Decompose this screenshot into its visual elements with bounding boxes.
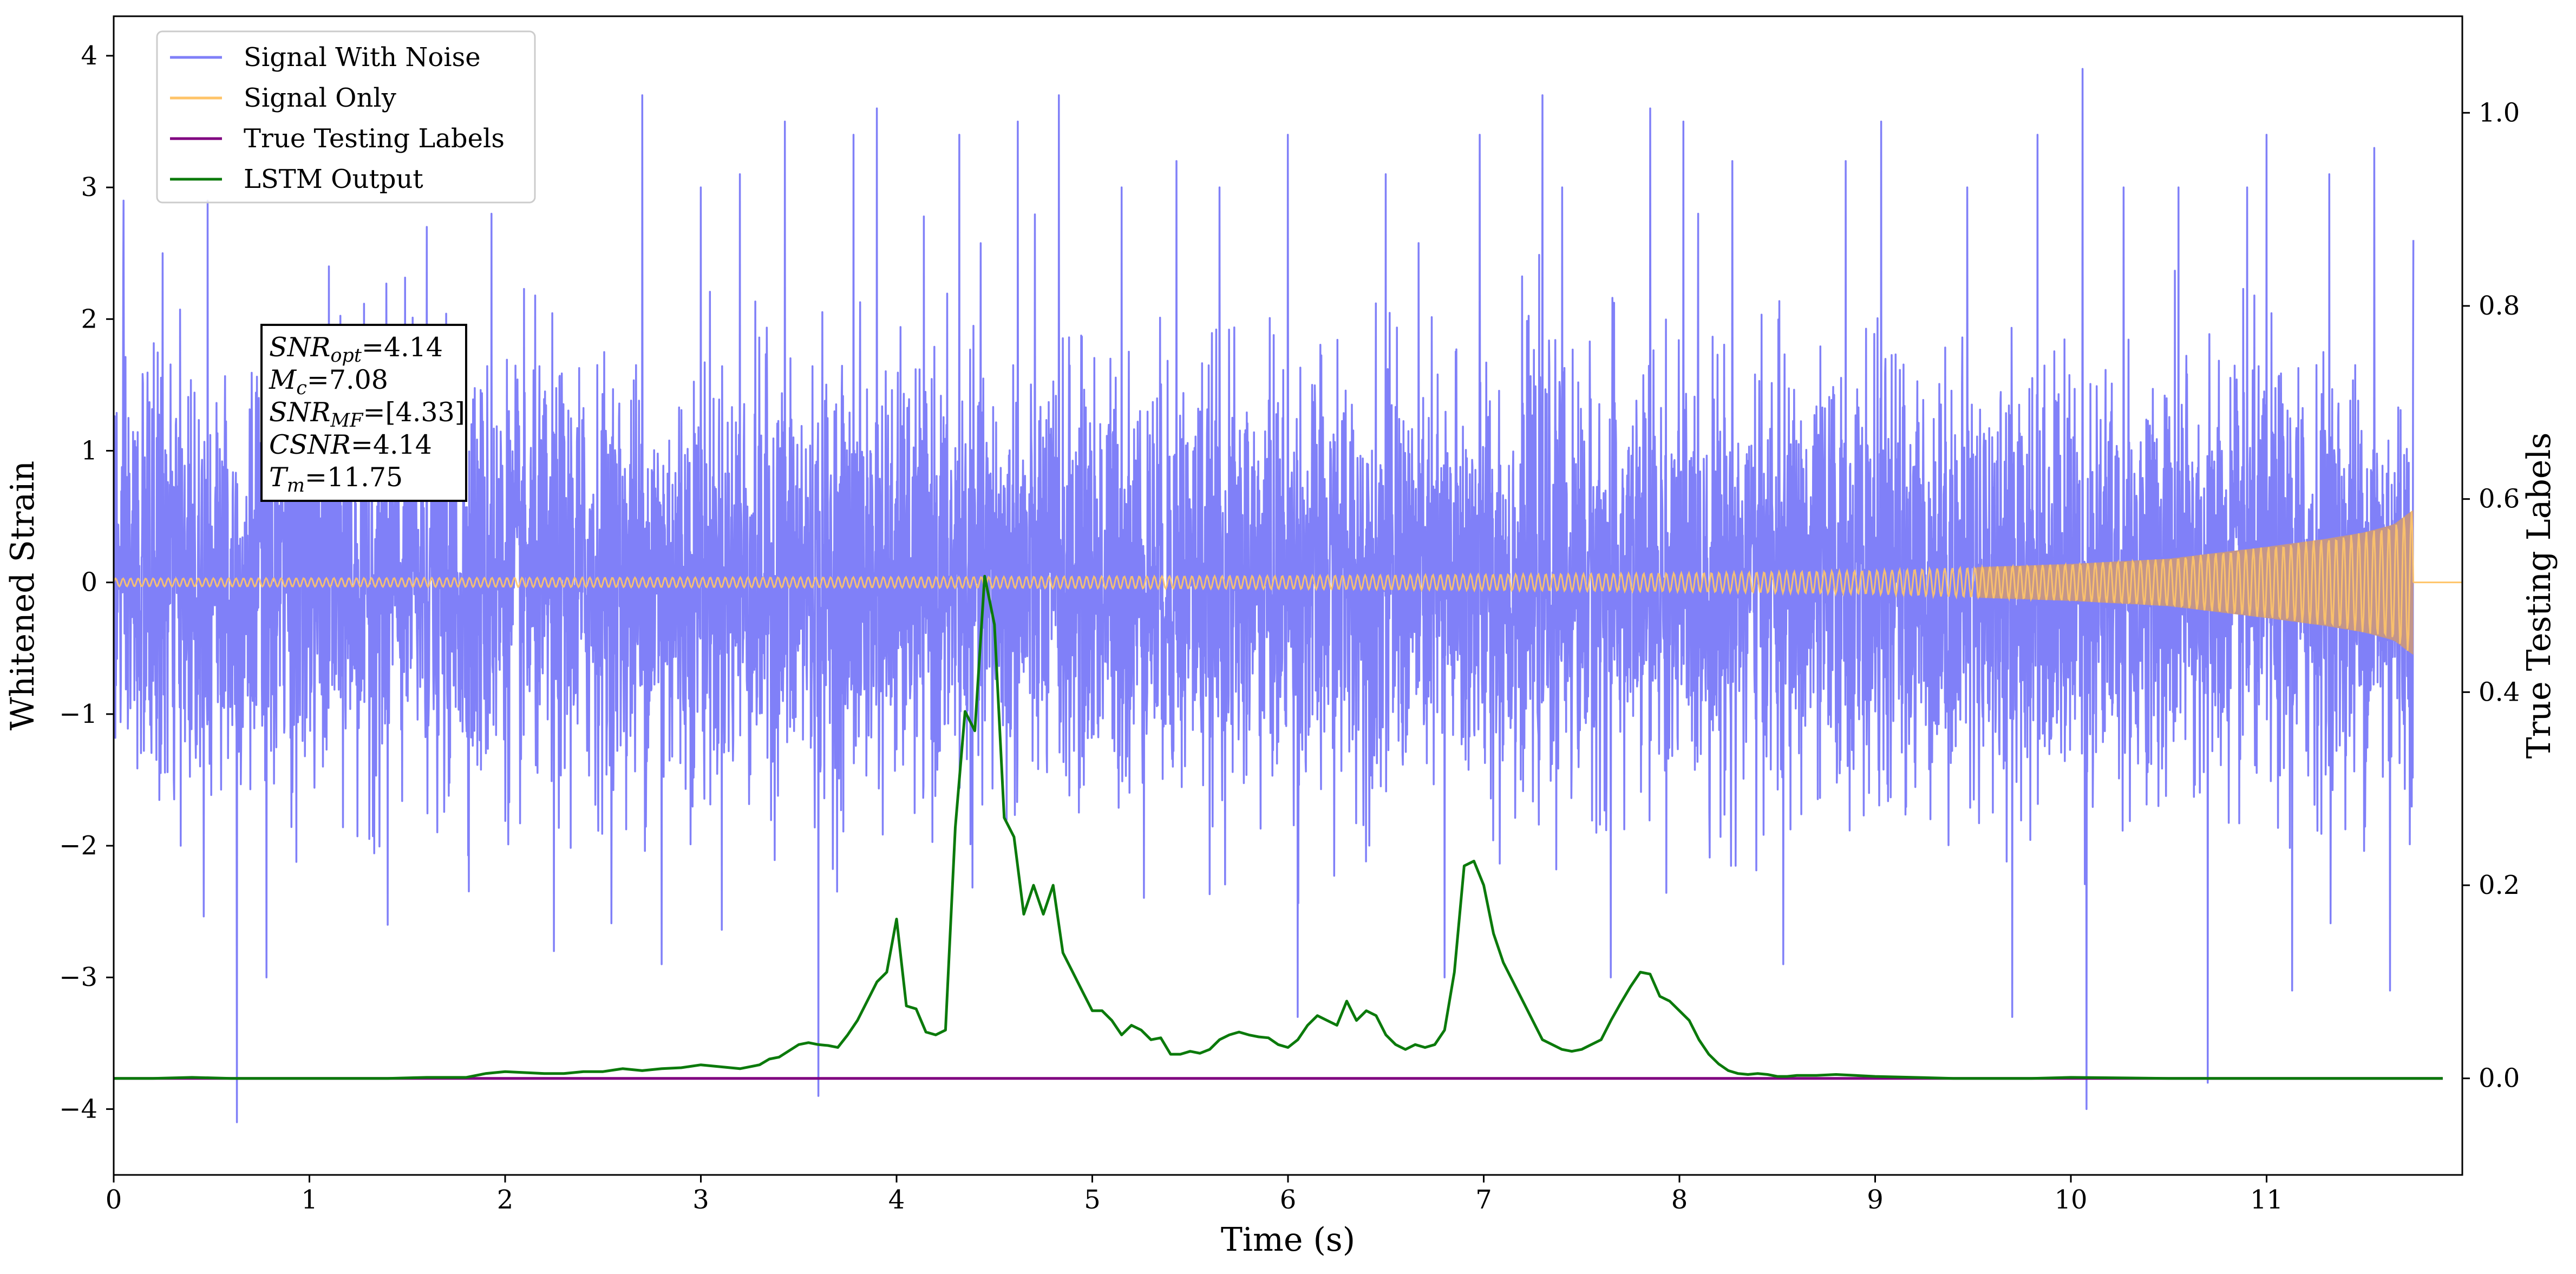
signal-only-series: [113, 511, 2415, 651]
annotation-value: =7.08: [307, 364, 388, 395]
y-tick-label: 0: [81, 567, 97, 598]
y2-tick-label: 0.8: [2479, 291, 2520, 321]
x-tick-label: 8: [1671, 1185, 1688, 1215]
annotation-symbol: CSNR: [269, 429, 351, 460]
annotation-value: =4.14: [351, 429, 432, 460]
axis-layer: 0 1 2 3 4 5 6 7 8 9 10 1143210−1−2−3−41.00.80.60.40…: [59, 41, 2520, 1215]
y2-tick-label: 0.4: [2479, 677, 2520, 707]
plot-layer: [113, 68, 2462, 1123]
annotation-symbol: T: [269, 462, 289, 493]
y-tick-label: −3: [59, 962, 97, 992]
x-tick-label: 4: [888, 1185, 905, 1215]
x-tick-label: 11: [2250, 1185, 2283, 1215]
annotation-line: SNRopt=4.14: [269, 332, 443, 367]
annotation-symbol: SNR: [269, 397, 330, 428]
annotation-line: CSNR=4.14: [269, 429, 432, 460]
annotation-symbol: M: [269, 364, 297, 395]
y2-axis-title: True Testing Labels: [2520, 433, 2558, 759]
annotation-line: Tm=11.75: [269, 462, 403, 496]
y-tick-label: 2: [81, 304, 97, 334]
signal-with-noise-series: [114, 68, 2415, 1123]
y-tick-label: −4: [59, 1094, 97, 1124]
metrics-annotation: SNRopt=4.14Mc=7.08SNRMF=[4.33]CSNR=4.14T…: [260, 324, 467, 502]
legend-label: True Testing Labels: [244, 123, 505, 154]
annotation-value: =[4.33]: [363, 397, 465, 428]
annotation-subscript: MF: [330, 410, 364, 432]
x-tick-label: 0: [106, 1185, 122, 1215]
y-tick-label: 3: [81, 172, 97, 202]
x-tick-label: 9: [1867, 1185, 1884, 1215]
y-axis-title: Whitened Strain: [4, 461, 42, 730]
x-tick-label: 3: [692, 1185, 709, 1215]
lstm-output-series: [114, 574, 2443, 1080]
legend-label: Signal Only: [244, 83, 396, 113]
x-tick-label: 7: [1475, 1185, 1492, 1215]
x-tick-label: 1: [301, 1185, 318, 1215]
legend-box: [156, 30, 536, 204]
x-tick-label: 6: [1280, 1185, 1297, 1215]
x-tick-label: 10: [2054, 1185, 2087, 1215]
x-tick-label: 2: [497, 1185, 514, 1215]
y2-tick-label: 1.0: [2479, 97, 2520, 128]
annotation-value: =4.14: [362, 332, 443, 363]
y2-tick-label: 0.0: [2479, 1063, 2520, 1094]
annotation-symbol: SNR: [269, 332, 330, 363]
y-tick-label: −2: [59, 831, 97, 861]
legend: Signal With Noise Signal Only True Testing…: [156, 30, 536, 204]
y2-tick-label: 0.6: [2479, 484, 2520, 514]
annotation-subscript: c: [296, 377, 307, 399]
annotation-box: [260, 324, 467, 502]
y-tick-label: 1: [81, 436, 97, 466]
annotation-value: =11.75: [305, 462, 403, 493]
y-tick-label: −1: [59, 699, 97, 729]
x-tick-label: 5: [1084, 1185, 1101, 1215]
annotation-line: Mc=7.08: [269, 364, 388, 399]
legend-label: LSTM Output: [244, 164, 423, 194]
legend-label: Signal With Noise: [244, 42, 481, 73]
x-axis-title: Time (s): [1221, 1221, 1355, 1259]
annotation-subscript: m: [287, 475, 305, 496]
y2-tick-label: 0.2: [2479, 870, 2520, 900]
annotation-line: SNRMF=[4.33]: [269, 397, 465, 432]
annotation-subscript: opt: [330, 345, 362, 367]
y-tick-label: 4: [81, 41, 97, 71]
